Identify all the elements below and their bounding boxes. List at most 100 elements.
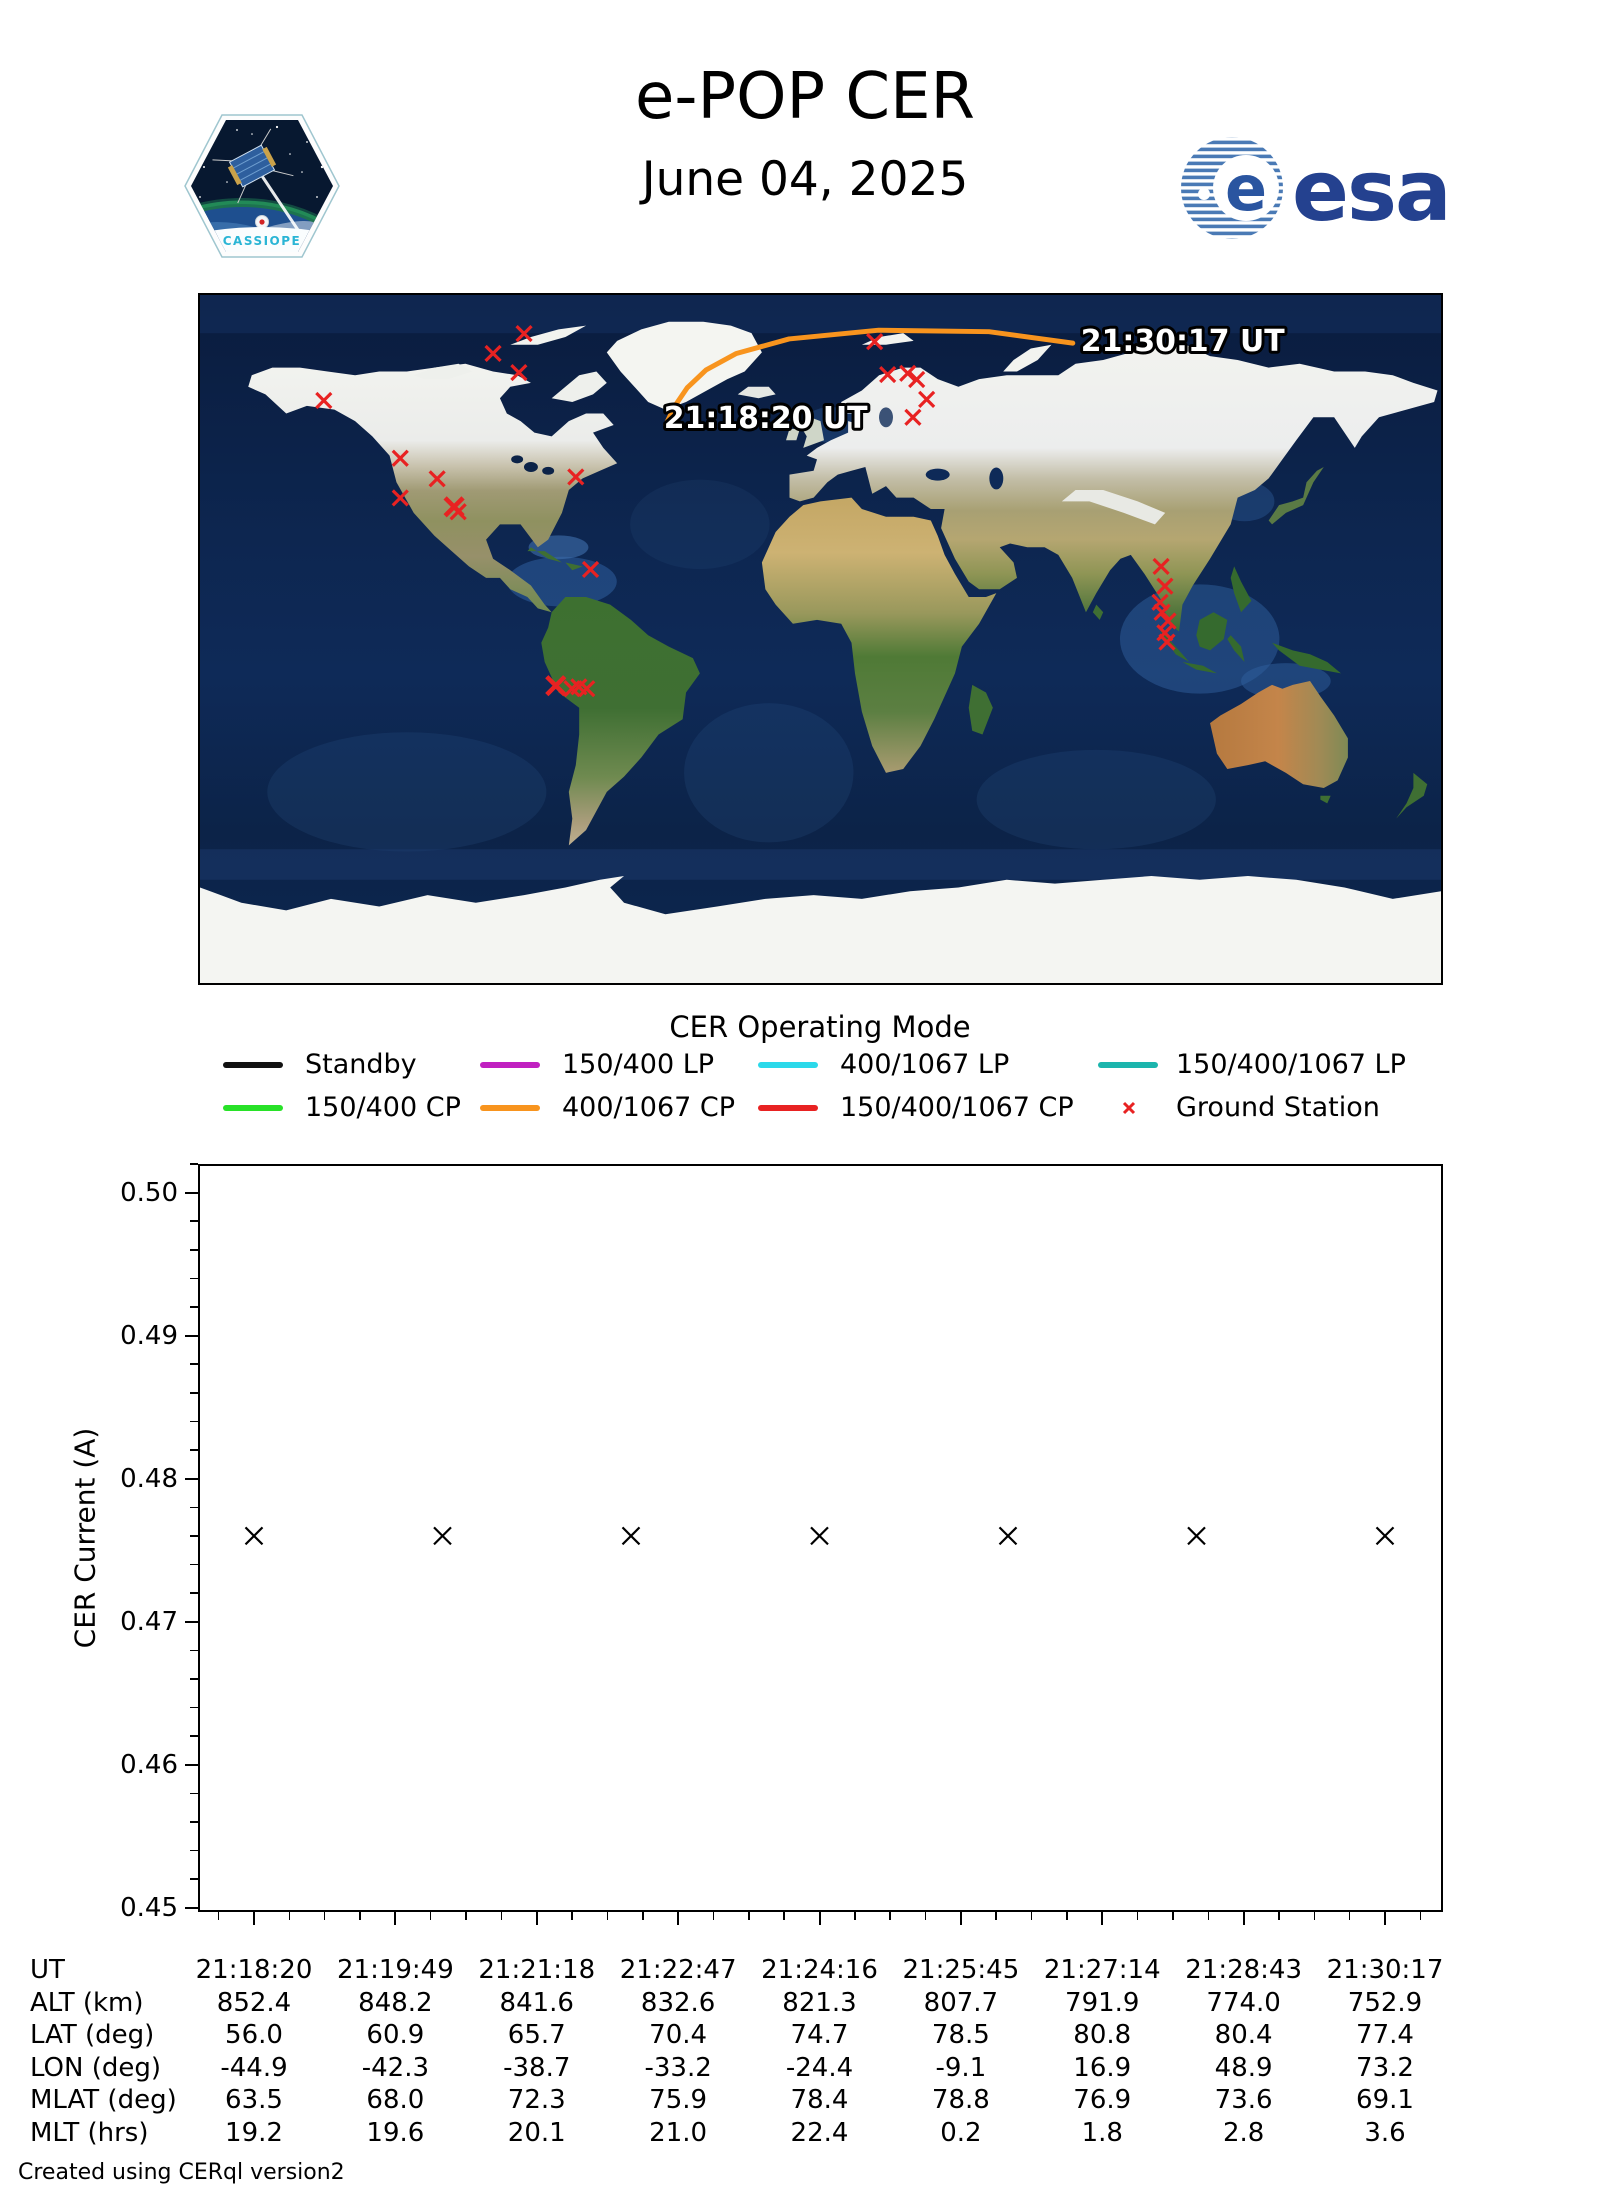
- x-minor-tick: [1278, 1912, 1280, 1920]
- page-title: e-POP CER: [635, 60, 975, 134]
- table-cell: -24.4: [785, 2053, 854, 2083]
- table-row-label: LAT (deg): [30, 2020, 155, 2050]
- legend-label: Standby: [305, 1049, 417, 1080]
- x-minor-tick: [642, 1912, 644, 1920]
- ground-station-marker: [1158, 633, 1176, 651]
- y-minor-tick: [190, 1678, 198, 1680]
- x-minor-tick: [429, 1912, 432, 1920]
- legend-label: 150/400 LP: [562, 1049, 715, 1080]
- ground-station-marker: [1156, 577, 1174, 595]
- table-cell: 80.8: [1073, 2020, 1132, 2050]
- legend-label: 400/1067 LP: [840, 1049, 1010, 1080]
- table-cell: 21:30:17: [1326, 1955, 1444, 1985]
- table-cell: 75.9: [649, 2085, 708, 2115]
- x-minor-tick: [217, 1912, 220, 1920]
- table-cell: 821.3: [782, 1988, 857, 2018]
- y-minor-tick: [190, 1563, 198, 1566]
- ground-station-marker: [904, 408, 922, 426]
- y-minor-tick: [190, 1706, 198, 1709]
- table-cell: 3.6: [1364, 2118, 1406, 2148]
- ground-station-marker: [866, 333, 884, 351]
- legend-swatch-150-400-1067-lp: [1098, 1062, 1158, 1068]
- table-cell: 21:22:47: [619, 1955, 737, 1985]
- report-date: June 04, 2025: [641, 152, 969, 207]
- y-tick-label: 0.46: [120, 1749, 178, 1780]
- y-minor-tick: [190, 1878, 198, 1880]
- table-cell: 832.6: [640, 1988, 716, 2018]
- y-minor-tick: [190, 1649, 198, 1652]
- y-tick-label: 0.49: [120, 1320, 178, 1351]
- legend-swatch-150-400-cp: [223, 1105, 283, 1111]
- x-minor-tick: [889, 1912, 891, 1920]
- y-major-tick: [185, 1191, 198, 1194]
- x-major-tick: [1101, 1912, 1104, 1925]
- ground-station-marker: [899, 364, 917, 382]
- y-minor-tick: [190, 1306, 198, 1308]
- table-cell: 774.0: [1206, 1988, 1281, 2018]
- y-minor-tick: [190, 1849, 198, 1852]
- ground-station-marker: [315, 391, 333, 410]
- legend-label: 150/400/1067 CP: [840, 1092, 1074, 1123]
- y-minor-tick: [190, 1535, 198, 1537]
- ground-station-marker: [581, 560, 600, 578]
- y-minor-tick: [190, 1277, 198, 1280]
- ground-station-marker: [449, 503, 467, 521]
- orbit-track: [663, 327, 1076, 428]
- table-cell: 19.6: [366, 2118, 425, 2148]
- ground-station-marker: [908, 370, 926, 389]
- table-row-label: MLT (hrs): [30, 2118, 149, 2148]
- table-cell: 68.0: [366, 2085, 425, 2115]
- x-minor-tick: [924, 1912, 927, 1920]
- x-minor-tick: [1419, 1912, 1422, 1920]
- x-minor-tick: [323, 1912, 326, 1920]
- y-minor-tick: [190, 1506, 198, 1508]
- x-minor-tick: [854, 1912, 856, 1920]
- x-minor-tick: [1313, 1912, 1316, 1920]
- table-cell: 70.4: [649, 2020, 708, 2050]
- ground-station-marker: [391, 489, 409, 507]
- data-point-marker: [998, 1526, 1018, 1546]
- table-cell: 72.3: [507, 2085, 566, 2115]
- legend-ground-station-marker-icon: [1122, 1101, 1136, 1115]
- x-minor-tick: [1030, 1912, 1033, 1920]
- ground-station-marker: [918, 390, 936, 408]
- ground-station-marker: [510, 363, 528, 382]
- table-cell: 21:25:45: [902, 1955, 1020, 1985]
- x-minor-tick: [1066, 1912, 1068, 1920]
- data-point-marker: [621, 1526, 641, 1546]
- y-minor-tick: [190, 1792, 198, 1795]
- table-cell: 65.7: [507, 2020, 566, 2050]
- x-major-tick: [1384, 1912, 1386, 1925]
- x-major-tick: [253, 1912, 255, 1925]
- y-major-tick: [185, 1477, 198, 1480]
- legend-title: CER Operating Mode: [669, 1010, 971, 1044]
- table-cell: 21:18:20: [195, 1955, 313, 1985]
- table-cell: 78.4: [790, 2085, 849, 2115]
- table-cell: 0.2: [940, 2118, 982, 2148]
- table-cell: 73.6: [1214, 2085, 1273, 2115]
- ground-station-marker: [428, 470, 446, 488]
- ground-station-marker: [515, 324, 533, 343]
- table-cell: 21:28:43: [1185, 1955, 1303, 1985]
- x-minor-tick: [783, 1912, 785, 1920]
- table-cell: 48.9: [1214, 2053, 1273, 2083]
- data-point-marker: [810, 1526, 829, 1546]
- table-cell: 1.8: [1081, 2118, 1123, 2148]
- x-minor-tick: [500, 1912, 503, 1920]
- esa-logo-text: esa: [1292, 142, 1452, 240]
- x-minor-tick: [1207, 1912, 1210, 1920]
- x-minor-tick: [1348, 1912, 1351, 1920]
- table-cell: -33.2: [644, 2053, 712, 2083]
- data-point-marker: [244, 1526, 264, 1546]
- legend-swatch-150-400-1067-cp: [758, 1105, 818, 1111]
- y-major-tick: [185, 1763, 198, 1766]
- data-point-marker: [433, 1526, 452, 1546]
- table-cell: 852.4: [216, 1988, 292, 2018]
- table-row-label: UT: [30, 1955, 65, 1985]
- table-cell: 78.5: [931, 2020, 990, 2050]
- legend-swatch-standby: [223, 1062, 283, 1068]
- ground-station-marker: [391, 449, 409, 467]
- ground-station-marker: [1152, 557, 1170, 576]
- table-cell: 752.9: [1347, 1988, 1423, 2018]
- table-cell: -9.1: [935, 2053, 987, 2083]
